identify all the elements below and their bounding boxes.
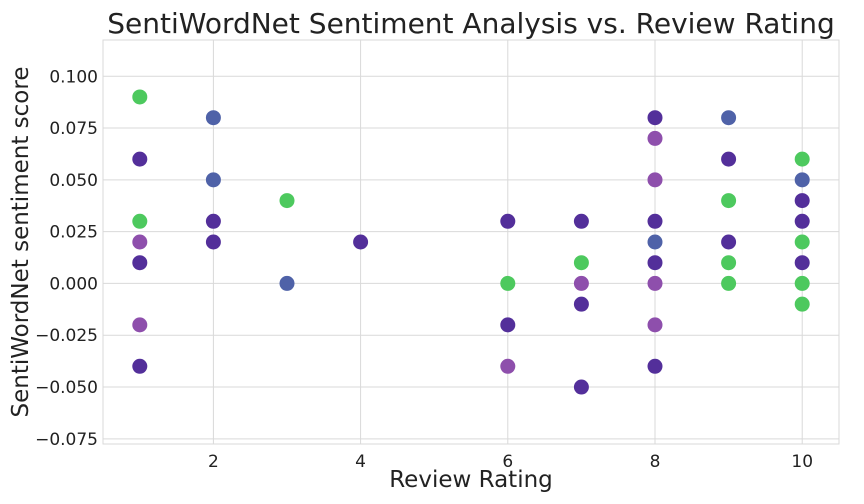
data-point bbox=[721, 234, 737, 250]
data-point bbox=[647, 130, 663, 146]
y-tick-label: −0.050 bbox=[35, 378, 98, 398]
data-point bbox=[794, 255, 810, 271]
x-tick-label: 10 bbox=[791, 452, 813, 472]
data-point bbox=[721, 151, 737, 167]
y-tick-label: −0.075 bbox=[35, 430, 98, 450]
data-point bbox=[647, 234, 663, 250]
x-tick-label: 8 bbox=[650, 452, 661, 472]
y-tick-label: 0.075 bbox=[49, 119, 98, 139]
x-tick-label: 6 bbox=[502, 452, 513, 472]
chart-title: SentiWordNet Sentiment Analysis vs. Revi… bbox=[107, 7, 834, 40]
data-point bbox=[721, 255, 737, 271]
data-point bbox=[500, 275, 516, 291]
data-point bbox=[500, 317, 516, 333]
data-point bbox=[794, 172, 810, 188]
data-point bbox=[573, 255, 589, 271]
data-point bbox=[205, 110, 221, 126]
data-point bbox=[721, 275, 737, 291]
data-point bbox=[721, 110, 737, 126]
data-point bbox=[279, 193, 295, 209]
data-point bbox=[573, 275, 589, 291]
y-tick-label: 0.025 bbox=[49, 223, 98, 243]
x-tick-label: 2 bbox=[208, 452, 219, 472]
data-point bbox=[132, 89, 148, 105]
y-tick-label: −0.025 bbox=[35, 326, 98, 346]
plot-area bbox=[102, 39, 840, 445]
y-tick-label: 0.050 bbox=[49, 171, 98, 191]
y-tick-label: 0.000 bbox=[49, 274, 98, 294]
data-point bbox=[647, 110, 663, 126]
data-point bbox=[132, 234, 148, 250]
data-points bbox=[132, 89, 810, 395]
data-point bbox=[647, 172, 663, 188]
data-point bbox=[279, 275, 295, 291]
data-point bbox=[132, 255, 148, 271]
data-point bbox=[205, 234, 221, 250]
data-point bbox=[573, 296, 589, 312]
data-point bbox=[353, 234, 369, 250]
data-point bbox=[721, 193, 737, 209]
y-tick-label: 0.100 bbox=[49, 67, 98, 87]
x-axis-ticks: 2 4 6 8 10 bbox=[208, 452, 813, 472]
data-point bbox=[132, 151, 148, 167]
data-point bbox=[794, 296, 810, 312]
y-axis-ticks: −0.075 −0.050 −0.025 0.000 0.025 0.050 0.075 0.… bbox=[35, 67, 98, 450]
data-point bbox=[794, 213, 810, 229]
data-point bbox=[500, 358, 516, 374]
data-point bbox=[132, 317, 148, 333]
data-point bbox=[205, 213, 221, 229]
data-point bbox=[573, 379, 589, 395]
x-tick-label: 4 bbox=[355, 452, 366, 472]
data-point bbox=[132, 358, 148, 374]
data-point bbox=[500, 213, 516, 229]
data-point bbox=[647, 317, 663, 333]
data-point bbox=[647, 358, 663, 374]
data-point bbox=[794, 275, 810, 291]
data-point bbox=[132, 213, 148, 229]
data-point bbox=[647, 275, 663, 291]
x-axis-label: Review Rating bbox=[389, 467, 553, 493]
data-point bbox=[647, 255, 663, 271]
data-point bbox=[647, 213, 663, 229]
data-point bbox=[794, 193, 810, 209]
data-point bbox=[794, 234, 810, 250]
data-point bbox=[205, 172, 221, 188]
data-point bbox=[794, 151, 810, 167]
data-point bbox=[573, 213, 589, 229]
y-axis-label: SentiWordNet sentiment score bbox=[8, 67, 34, 418]
